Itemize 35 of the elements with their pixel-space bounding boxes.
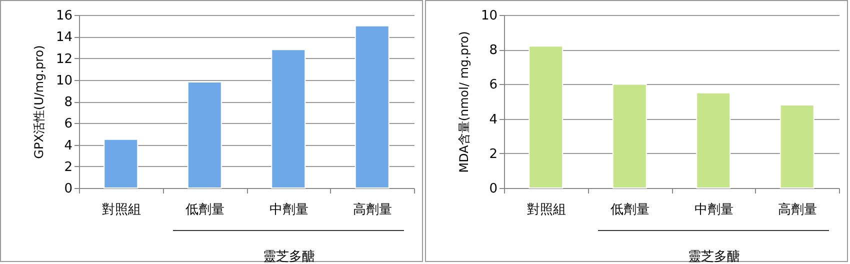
y-tick-label: 8 xyxy=(489,43,498,58)
y-tick-label: 10 xyxy=(56,73,72,88)
bar xyxy=(696,92,731,188)
y-tick-label: 10 xyxy=(480,8,498,24)
x-tick-label: 高劑量 xyxy=(353,202,392,218)
y-tick-label: 16 xyxy=(56,8,72,24)
y-tick-label: 6 xyxy=(64,116,72,132)
x-tick-label: 中劑量 xyxy=(269,202,308,218)
y-tick-label: 2 xyxy=(489,146,498,162)
x-tick-label: 低劑量 xyxy=(186,202,225,218)
y-tick-label: 6 xyxy=(489,78,498,93)
y-axis-title: MDA含量(nmol/ mg.pro) xyxy=(456,31,471,173)
y-tick-label: 2 xyxy=(64,160,72,175)
bar xyxy=(187,82,222,188)
text: 靈芝多醣 xyxy=(262,250,315,264)
x-tick-label: 對照組 xyxy=(526,202,566,218)
bar xyxy=(612,84,647,188)
bar xyxy=(528,46,564,188)
y-tick-label: 8 xyxy=(64,95,72,110)
y-tick-label: 0 xyxy=(64,182,72,196)
y-tick-label: 0 xyxy=(489,182,498,196)
y-tick-label: 14 xyxy=(56,30,72,46)
x-tick-label: 對照組 xyxy=(102,202,141,218)
text: 靈芝多醣 xyxy=(688,250,740,264)
y-tick-label: 4 xyxy=(489,112,498,128)
x-tick-label: 低劑量 xyxy=(610,202,650,218)
y-tick-label: 4 xyxy=(64,138,72,154)
bar xyxy=(780,104,814,188)
bar xyxy=(104,138,138,188)
x-tick-label: 中劑量 xyxy=(694,202,734,218)
bar xyxy=(271,49,306,188)
y-tick-label: 12 xyxy=(56,52,72,67)
x-tick-label: 高劑量 xyxy=(778,202,818,218)
y-axis-title: GPX活性(U/mg.pro) xyxy=(32,45,46,159)
bar xyxy=(354,25,390,188)
